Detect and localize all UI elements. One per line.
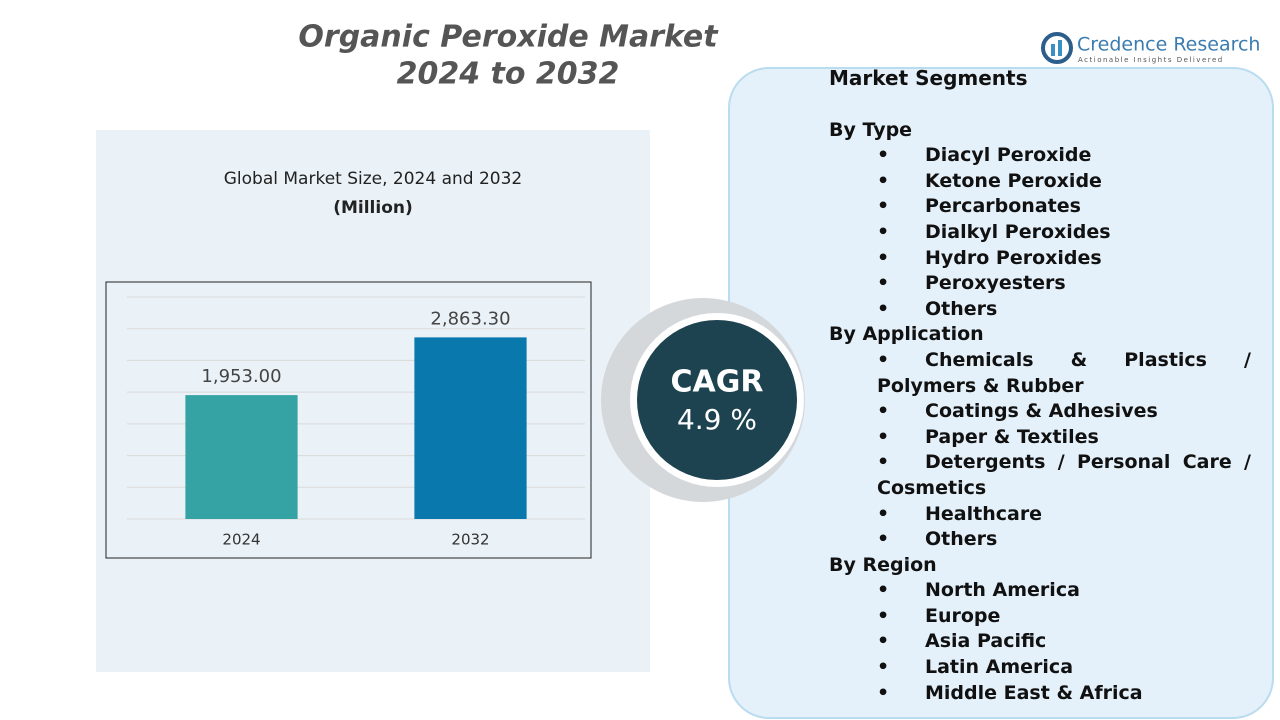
bullet: • (877, 630, 890, 653)
cagr-value: 4.9 % (677, 403, 757, 436)
bar (414, 337, 527, 519)
item-text: Chemicals & Plastics / Polymers & Rubber (877, 348, 1251, 397)
item-text: North America (925, 579, 1080, 602)
item-text: Others (925, 528, 998, 551)
bullet: • (877, 272, 890, 295)
segment-item: • Coatings & Adhesives (877, 399, 1251, 425)
item-text: Peroxyesters (925, 272, 1066, 295)
item-text: Detergents / Personal Care / Cosmetics (877, 451, 1251, 499)
bullet: • (877, 144, 890, 167)
x-tick-label: 2024 (222, 531, 260, 549)
bullet: • (877, 195, 890, 218)
segment-item: • Peroxyesters (877, 271, 1251, 297)
segment-item: • Others (877, 297, 1251, 323)
segment-item: • Ketone Peroxide (877, 169, 1251, 195)
bullet: • (877, 297, 890, 320)
bullet: • (877, 604, 890, 627)
bullet: • (877, 451, 890, 474)
item-text: Healthcare (925, 502, 1043, 525)
chart-subtitle: (Million) (333, 198, 413, 218)
segment-group: By Region (829, 553, 937, 576)
segment-item: • Percarbonates (877, 194, 1251, 220)
tagline: Actionable Insights Delivered (1078, 56, 1224, 64)
segments-title: Market Segments (829, 66, 1028, 90)
segment-item: • Chemicals & Plastics / Polymers & Rubbe… (877, 348, 1251, 399)
segment-item: • Others (877, 527, 1251, 553)
bullet: • (877, 169, 890, 192)
item-text: Diacyl Peroxide (925, 144, 1092, 167)
segment-item: • North America (877, 578, 1251, 604)
segments: Market Segments By Type • Diacyl Peroxide •… (829, 66, 1251, 706)
item-text: Asia Pacific (925, 630, 1047, 653)
bullet: • (877, 681, 890, 704)
item-text: Coatings & Adhesives (925, 400, 1158, 423)
item-text: Europe (925, 604, 1001, 627)
item-text: Middle East & Africa (925, 681, 1143, 704)
segment-item: • Detergents / Personal Care / Cosmetics (877, 450, 1251, 501)
value-label: 1,953.00 (201, 366, 281, 387)
title: Organic Peroxide Market (298, 20, 719, 55)
bullet: • (877, 425, 890, 448)
bullet: • (877, 348, 890, 371)
item-text: Others (925, 297, 998, 320)
bullet: • (877, 528, 890, 551)
cagr-label: CAGR (671, 365, 764, 400)
bullet: • (877, 220, 890, 243)
item-text: Ketone Peroxide (925, 169, 1102, 192)
item-text: Hydro Peroxides (925, 246, 1102, 269)
logo (1041, 32, 1073, 64)
segment-group: By Application (829, 323, 984, 346)
segment-item: • Middle East & Africa (877, 681, 1251, 707)
chart-frame (105, 281, 592, 559)
title: 2024 to 2032 (397, 57, 620, 92)
item-text: Dialkyl Peroxides (925, 220, 1111, 243)
bar (185, 395, 298, 519)
segment-group: By Type (829, 118, 913, 141)
bullet: • (877, 579, 890, 602)
chart-title: Global Market Size, 2024 and 2032 (224, 169, 523, 189)
segment-item: • Paper & Textiles (877, 425, 1251, 451)
bullet: • (877, 246, 890, 269)
item-text: Latin America (925, 656, 1074, 679)
bullet: • (877, 502, 890, 525)
item-text: Percarbonates (925, 195, 1081, 218)
item-text: Paper & Textiles (925, 425, 1099, 448)
bullet: • (877, 656, 890, 679)
segment-item: • Dialkyl Peroxides (877, 220, 1251, 246)
segment-item: • Hydro Peroxides (877, 246, 1251, 272)
segment-item: • Europe (877, 604, 1251, 630)
segment-item: • Asia Pacific (877, 629, 1251, 655)
segment-item: • Healthcare (877, 502, 1251, 528)
value-label: 2,863.30 (430, 308, 510, 329)
cagr-circle (637, 320, 797, 480)
brand: Credence Research (1077, 34, 1260, 56)
segment-item: • Latin America (877, 655, 1251, 681)
bullet: • (877, 400, 890, 423)
segment-item: • Diacyl Peroxide (877, 143, 1251, 169)
x-tick-label: 2032 (451, 531, 489, 549)
